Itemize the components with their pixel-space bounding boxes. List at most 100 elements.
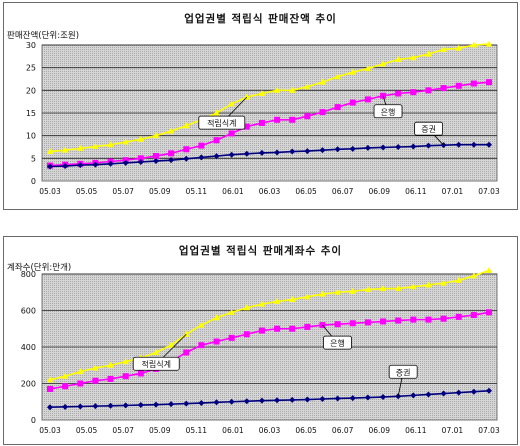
data-point	[152, 153, 159, 160]
y-tick-label: 200	[21, 380, 36, 389]
series-label-box	[323, 335, 352, 350]
data-point	[485, 266, 493, 273]
data-point	[364, 286, 372, 293]
data-point	[349, 68, 356, 75]
data-point	[213, 314, 220, 321]
data-point	[486, 387, 492, 394]
data-point	[228, 130, 235, 137]
data-point	[213, 137, 220, 144]
data-point	[425, 142, 432, 149]
data-point	[273, 86, 281, 93]
data-point	[213, 153, 220, 160]
data-point	[168, 401, 175, 408]
data-point	[455, 141, 462, 148]
y-tick-label: 20	[26, 86, 36, 95]
data-point	[274, 397, 281, 404]
x-tick-label: 05.03	[39, 187, 61, 196]
data-point	[47, 404, 53, 411]
data-point	[152, 401, 159, 408]
data-point	[319, 290, 326, 297]
series-label: 은행	[381, 107, 396, 117]
data-point	[304, 113, 311, 120]
data-point	[258, 327, 265, 334]
series-line	[49, 43, 490, 153]
data-point	[334, 321, 341, 328]
data-point	[349, 320, 356, 327]
data-point	[152, 158, 159, 165]
x-tick-label: 05.05	[76, 187, 98, 196]
data-point	[274, 116, 281, 123]
x-tick-label: 06.03	[259, 187, 281, 196]
data-point	[410, 316, 417, 323]
chart-panel-bottom: 업업권별 적립식 판매계좌수 추이 계좌수(단위:만개) 0 200 400 600 8…	[3, 236, 518, 445]
data-point	[198, 342, 205, 349]
data-point	[46, 148, 54, 155]
data-point	[152, 348, 160, 355]
data-point	[107, 141, 114, 148]
y-tick-label: 600	[21, 307, 36, 316]
x-tick-label: 06.09	[369, 426, 391, 435]
x-tick-label: 06.01	[222, 426, 244, 435]
data-point	[62, 403, 69, 410]
data-point	[183, 400, 190, 407]
data-point	[77, 144, 84, 151]
data-point	[319, 78, 326, 85]
data-point	[137, 158, 144, 165]
data-point	[470, 80, 477, 87]
data-point	[425, 316, 432, 323]
data-point	[243, 93, 250, 100]
data-point	[107, 375, 114, 382]
x-tick-label: 06.03	[259, 426, 281, 435]
data-point	[349, 287, 356, 294]
data-point	[92, 403, 99, 410]
data-point	[258, 149, 265, 156]
x-tick-label: 06.05	[295, 426, 317, 435]
data-point	[107, 361, 114, 368]
data-point	[304, 83, 311, 90]
data-point	[62, 383, 69, 390]
data-point	[47, 163, 53, 170]
data-point	[455, 313, 462, 320]
data-point	[228, 100, 235, 107]
data-point	[380, 394, 387, 401]
data-point	[62, 163, 69, 170]
data-point	[304, 396, 311, 403]
data-point	[334, 73, 341, 80]
x-tick-label: 07.03	[478, 426, 500, 435]
data-point	[394, 285, 402, 292]
data-point	[440, 46, 447, 53]
data-point	[379, 60, 387, 67]
data-point	[258, 397, 265, 404]
data-point	[349, 395, 356, 402]
data-point	[183, 330, 190, 337]
data-point	[470, 272, 478, 279]
chart-panel-top: 업업권별 적립식 판매잔액 추이 판매잔액(단위:조원) 0 5 10 15 20 25 3…	[3, 2, 518, 210]
data-point	[486, 79, 492, 86]
data-point	[379, 285, 387, 292]
data-point	[455, 44, 462, 51]
y-tick-label: 30	[26, 41, 36, 50]
data-point	[213, 109, 220, 116]
data-point	[470, 388, 477, 395]
data-point	[183, 122, 190, 129]
data-point	[486, 141, 492, 148]
data-point	[122, 138, 129, 145]
data-point	[77, 403, 84, 410]
data-point	[183, 349, 190, 356]
data-point	[273, 297, 281, 304]
data-point	[228, 308, 235, 315]
data-point	[425, 50, 432, 57]
data-point	[470, 141, 477, 148]
series-label: 적립식계	[207, 118, 236, 128]
x-tick-label: 06.11	[405, 426, 427, 435]
y-tick-label: 10	[26, 132, 36, 141]
data-point	[410, 283, 417, 290]
y-tick-label: 5	[31, 154, 36, 163]
data-point	[167, 127, 175, 134]
data-point	[228, 398, 235, 405]
y-axis-label: 판매잔액(단위:조원)	[7, 31, 80, 41]
data-point	[364, 96, 371, 103]
data-point	[243, 398, 250, 405]
data-point	[395, 144, 402, 150]
data-point	[92, 377, 99, 384]
